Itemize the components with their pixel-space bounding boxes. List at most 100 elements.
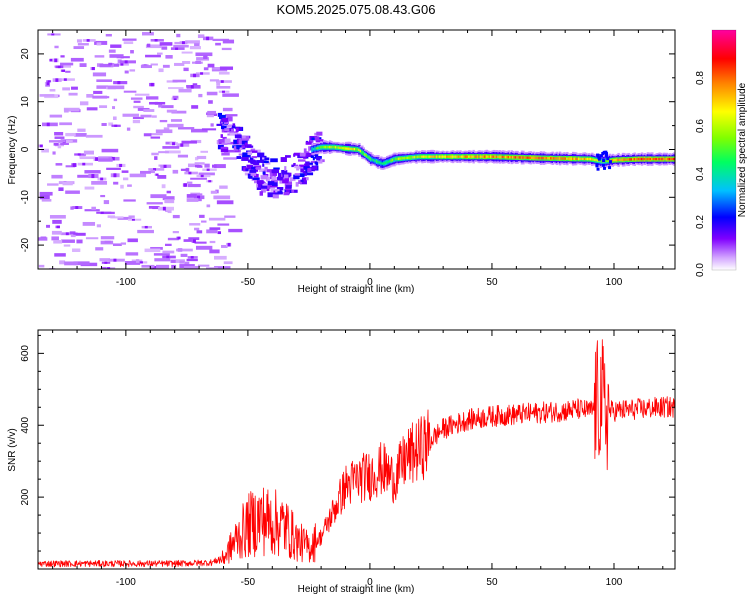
heatmap-cell [133, 105, 144, 109]
heatmap-cell [450, 155, 453, 158]
heatmap-cell [59, 78, 75, 81]
heatmap-cell [183, 67, 189, 72]
heatmap-cell [108, 122, 114, 126]
heatmap-cell [162, 146, 180, 149]
heatmap-cell [218, 114, 226, 120]
heatmap-cell [661, 157, 664, 161]
heatmap-cell [397, 157, 401, 160]
heatmap-cell [236, 145, 243, 150]
heatmap-cell [345, 147, 348, 150]
heatmap-cell [261, 160, 269, 164]
heatmap-cell [195, 164, 202, 168]
heatmap-cell [636, 157, 639, 161]
heatmap-cell [659, 157, 663, 161]
heatmap-cell [618, 158, 622, 162]
heatmap-cell [157, 175, 167, 179]
heatmap-cell [92, 95, 108, 99]
heatmap-cell [402, 157, 405, 160]
heatmap-cell [597, 156, 601, 160]
heatmap-cell [440, 155, 443, 158]
heatmap-cell [109, 54, 124, 58]
heatmap-cell [460, 155, 464, 158]
heatmap-cell [620, 158, 623, 161]
heatmap-cell [59, 122, 72, 126]
heatmap-cell [98, 156, 113, 160]
heatmap-cell [65, 165, 76, 168]
heatmap-cell [151, 115, 157, 118]
heatmap-cell [498, 155, 502, 159]
heatmap-cell [177, 236, 181, 240]
heatmap-cell [291, 189, 298, 193]
heatmap-cell [210, 123, 214, 127]
heatmap-cell [283, 174, 289, 179]
heatmap-cell [100, 211, 104, 214]
heatmap-cell [249, 150, 258, 153]
heatmap-cell [113, 173, 117, 178]
heatmap-cell [643, 157, 647, 161]
heatmap-cell [340, 146, 344, 150]
heatmap-cell [91, 206, 96, 211]
heatmap-cell [270, 158, 278, 163]
heatmap-cell [624, 158, 628, 161]
heatmap-cell [188, 237, 200, 241]
heatmap-cell [129, 173, 147, 178]
heatmap-cell [51, 33, 55, 36]
heatmap-cell [54, 45, 59, 49]
heatmap-cell [117, 216, 132, 220]
heatmap-cell [259, 191, 263, 196]
heatmap-cell [92, 72, 107, 77]
heatmap-cell [391, 158, 395, 162]
heatmap-cell [209, 249, 220, 254]
heatmap-cell [49, 215, 66, 219]
heatmap-cell [186, 258, 198, 262]
heatmap-cell [77, 174, 91, 178]
heatmap-cell [227, 116, 233, 122]
colorbar-gradient [712, 30, 736, 270]
heatmap-cell [305, 168, 308, 173]
heatmap-cell [294, 173, 301, 176]
heatmap-cell [541, 156, 544, 160]
heatmap-cell [72, 248, 81, 252]
heatmap-cell [99, 105, 108, 109]
heatmap-cell [519, 156, 522, 159]
heatmap-cell [70, 206, 74, 210]
heatmap-cell [251, 156, 257, 159]
heatmap-cell [112, 106, 116, 110]
heatmap-cell [60, 142, 69, 145]
heatmap-cell [412, 156, 415, 159]
heatmap-cell [454, 155, 458, 158]
heatmap-cell [141, 264, 155, 268]
heatmap-cell [242, 152, 250, 158]
heatmap-cell [262, 163, 265, 167]
heatmap-cell [311, 148, 314, 151]
heatmap-cell [176, 33, 181, 38]
heatmap-cell [124, 60, 128, 64]
heatmap-cell [380, 161, 383, 165]
x-tick-label: -50 [241, 277, 256, 288]
heatmap-cell [381, 162, 385, 165]
heatmap-cell [49, 114, 63, 118]
heatmap-cell [422, 155, 426, 158]
heatmap-cell [359, 149, 363, 153]
heatmap-cell [145, 96, 159, 100]
heatmap-cell [236, 156, 242, 159]
heatmap-cell [55, 78, 59, 82]
heatmap-cell [313, 165, 318, 170]
heatmap-cell [180, 253, 188, 257]
heatmap-cell [599, 154, 603, 158]
heatmap-cell [113, 63, 120, 67]
heatmap-cell [139, 170, 151, 174]
heatmap-cell [181, 140, 197, 144]
snr-plot-area [38, 330, 675, 569]
heatmap-cell [283, 191, 290, 196]
heatmap-cell [384, 161, 387, 165]
heatmap-cell [197, 264, 210, 267]
heatmap-cell [494, 155, 497, 158]
heatmap-cell [148, 168, 165, 171]
heatmap-cell [535, 156, 538, 160]
heatmap-cell [223, 157, 237, 160]
heatmap-cell [222, 107, 233, 112]
heatmap-cell [224, 215, 236, 218]
heatmap-cell [321, 145, 324, 149]
heatmap-cell [166, 80, 178, 83]
